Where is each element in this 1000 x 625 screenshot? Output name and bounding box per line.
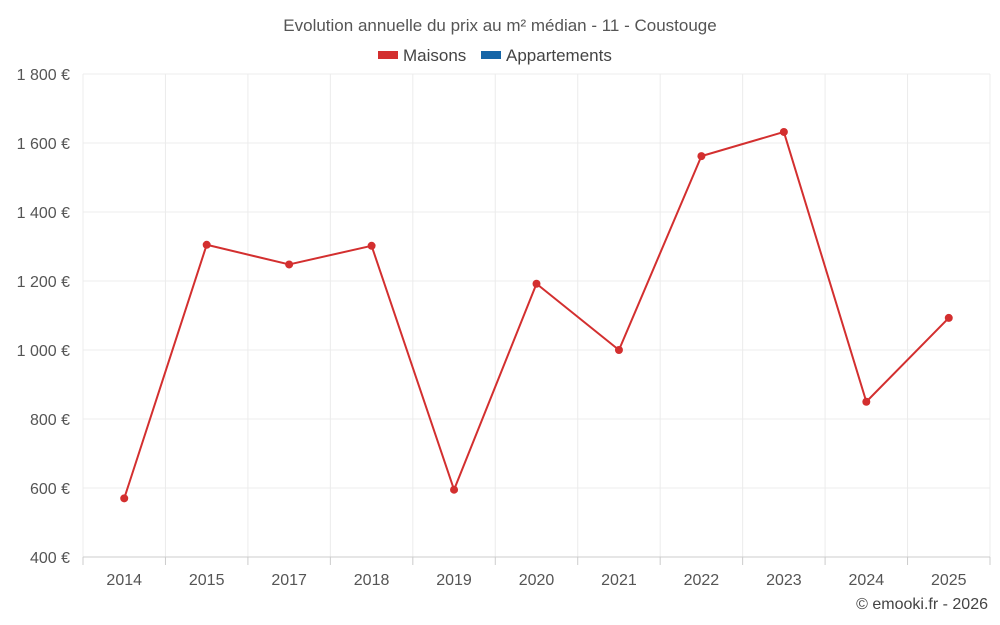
x-tick-label: 2015 [189,572,225,589]
data-point-maisons[interactable] [862,397,871,406]
data-point-maisons[interactable] [944,313,953,322]
x-tick-label: 2025 [931,572,967,589]
x-tick-label: 2022 [684,572,720,589]
legend-swatch-maisons [378,51,398,59]
y-tick-label: 400 € [30,550,70,567]
chart-title: Evolution annuelle du prix au m² médian … [283,16,716,35]
legend-label-maisons: Maisons [403,46,466,65]
data-point-maisons[interactable] [202,240,211,249]
x-tick-label: 2023 [766,572,802,589]
y-tick-label: 800 € [30,412,70,429]
legend-item-maisons[interactable]: Maisons [378,46,466,65]
legend-label-appartements: Appartements [506,46,612,65]
x-tick-label: 2014 [106,572,142,589]
y-tick-label: 1 200 € [17,274,70,291]
y-tick-label: 1 000 € [17,343,70,360]
y-axis: 400 € 600 € 800 € 1 000 € 1 200 € 1 400 € 1 60… [17,67,70,567]
data-point-maisons[interactable] [285,260,294,269]
legend-swatch-appartements [481,51,501,59]
series-maisons [120,127,953,503]
y-tick-label: 600 € [30,481,70,498]
data-point-maisons[interactable] [779,127,788,136]
y-tick-label: 1 600 € [17,136,70,153]
legend-item-appartements[interactable]: Appartements [481,46,612,65]
legend: Maisons Appartements [378,46,612,65]
x-tick-label: 2018 [354,572,390,589]
x-tick-label: 2019 [436,572,472,589]
x-tick-label: 2024 [849,572,885,589]
data-point-maisons[interactable] [532,279,541,288]
data-point-maisons[interactable] [367,241,376,250]
x-tick-label: 2020 [519,572,555,589]
x-tick-label: 2021 [601,572,637,589]
data-point-maisons[interactable] [120,494,129,503]
x-axis: 2014 2015 2017 2018 2019 2020 2021 2022 2023 2024… [82,556,991,589]
data-point-maisons[interactable] [450,485,459,494]
y-tick-label: 1 400 € [17,205,70,222]
grid [82,73,991,557]
y-tick-label: 1 800 € [17,67,70,84]
data-point-maisons[interactable] [697,152,706,161]
x-tick-label: 2017 [271,572,307,589]
credit-text: © emooki.fr - 2026 [856,596,988,613]
data-point-maisons[interactable] [614,346,623,354]
